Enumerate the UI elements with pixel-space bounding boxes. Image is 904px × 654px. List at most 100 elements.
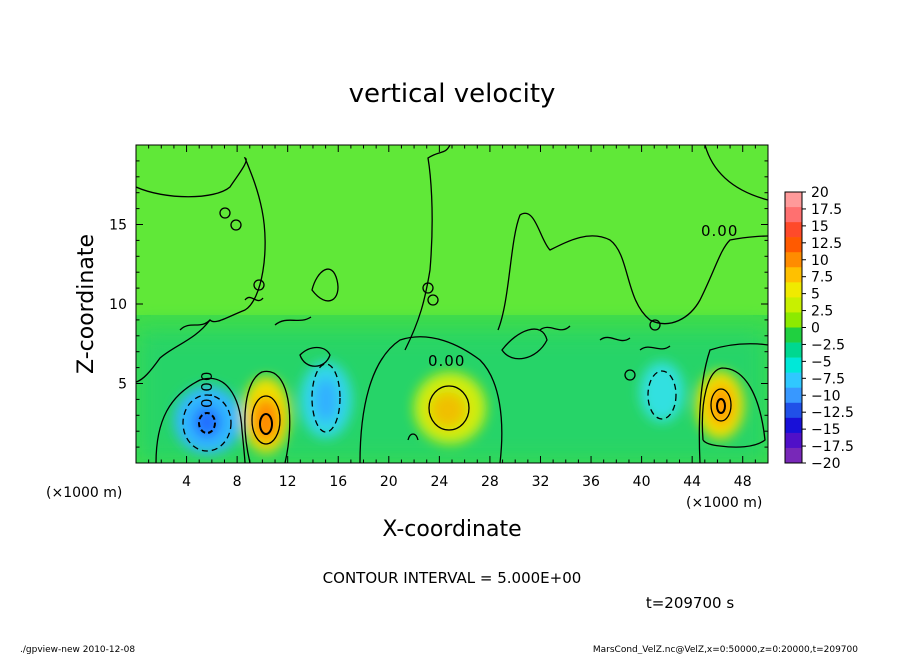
contour-bubble-6 [624, 369, 636, 381]
x-axis: 4 8 12 16 20 24 28 32 36 40 44 48 [148, 145, 756, 490]
plot-area: 0.00 0.00 0.00 [136, 145, 768, 463]
contour-bubble-2 [230, 219, 242, 231]
contour-bubble-4 [422, 282, 434, 294]
colorbar-label: −7.5 [811, 371, 845, 387]
contour-zero-mid [359, 336, 503, 463]
colorbar-segment [785, 282, 802, 298]
colorbar-segment [785, 297, 802, 313]
colorbar-label: 7.5 [811, 270, 833, 286]
colorbar-segment [785, 327, 802, 343]
colorbar-label: 20 [811, 185, 829, 201]
colorbar-label: 5 [811, 287, 820, 303]
x-tick-label: 28 [481, 474, 499, 490]
colorbar-segment [785, 357, 802, 373]
updraft-center-right [709, 385, 733, 425]
x-tick-label: 12 [279, 474, 297, 490]
y-tick-label: 5 [118, 377, 127, 393]
field-upper [136, 145, 768, 315]
downdraft-core-right [640, 362, 684, 422]
downdraft-center-left [193, 406, 221, 438]
x-unit-label: (×1000 m) [46, 485, 122, 501]
x-tick-label: 32 [532, 474, 550, 490]
colorbar-label: 12.5 [811, 236, 842, 252]
colorbar-label: −12.5 [811, 405, 854, 421]
y-axis: 5 10 15 [109, 160, 768, 448]
x-tick-label: 44 [683, 474, 701, 490]
contour-label-1: 0.00 [198, 371, 216, 408]
contour-ripples-a [179, 296, 671, 351]
contour-updraft-left-10 [259, 413, 273, 435]
x-tick-label: 4 [182, 474, 191, 490]
colorbar-segment [785, 252, 802, 268]
contour-bubble-5 [427, 294, 439, 306]
x-tick-label: 16 [329, 474, 347, 490]
y-unit-label: (×1000 m) [686, 495, 762, 511]
contour-downdraft-left-10 [198, 412, 216, 434]
x-axis-label: X-coordinate [382, 517, 521, 542]
colorbar-label: −10 [811, 388, 841, 404]
y-tick-label: 15 [109, 218, 127, 234]
updraft-center-left [252, 398, 280, 442]
colorbar-segment [785, 387, 802, 404]
contour-island-3 [501, 328, 548, 360]
colorbar-segment [785, 207, 802, 223]
updraft-center-mid [430, 392, 466, 428]
contour-interval-text: CONTOUR INTERVAL = 5.000E+00 [323, 569, 582, 587]
contour-label-group: 0.00 0.00 0.00 [198, 222, 737, 408]
colorbar-segment [785, 447, 802, 464]
contour-bubble-3 [253, 279, 265, 291]
x-tick-label: 24 [430, 474, 448, 490]
contour-bubble-7 [649, 319, 661, 331]
x-tick-label: 20 [380, 474, 398, 490]
colorbar-segment [785, 237, 802, 253]
colorbar-label: −5 [811, 354, 832, 370]
contour-zero-left-up [155, 377, 246, 463]
contour-updraft-right-5 [710, 388, 732, 422]
contour-zero-right-up-core [701, 367, 766, 448]
contour-zero-right-lower [698, 343, 768, 463]
contour-downdraft-right-5 [647, 370, 677, 420]
x-tick-label: 36 [582, 474, 600, 490]
x-tick-label: 40 [633, 474, 651, 490]
contour-zero-left-mid [244, 370, 291, 463]
contour-updraft-mid-5 [428, 385, 470, 431]
colorbar-label: 2.5 [811, 304, 833, 320]
colorbar-label: 10 [811, 253, 829, 269]
colorbar-label: −15 [811, 422, 841, 438]
contour-zero-upper-mid [404, 145, 451, 351]
colorbar-label: −17.5 [811, 439, 854, 455]
colorbar-label: 15 [811, 219, 829, 235]
contour-island-2 [299, 346, 331, 367]
colorbar-segment [785, 432, 802, 449]
downdraft-center-mid [314, 378, 338, 422]
x-tick-label: 8 [233, 474, 242, 490]
colorbar-label: −20 [811, 456, 841, 472]
anomaly-blobs [174, 362, 744, 454]
contour-updraft-right-10 [716, 398, 726, 414]
contour-zero-bottom-dome [407, 433, 419, 441]
contour-lines [136, 145, 768, 463]
colorbar-label: −2.5 [811, 337, 845, 353]
colorbar-segment [785, 192, 802, 208]
colorbar-segment [785, 342, 802, 358]
colorbar-segment [785, 417, 802, 434]
y-axis-label: Z-coordinate [74, 234, 99, 374]
time-text: t=209700 s [646, 594, 734, 612]
contour-label-2: 0.00 [428, 352, 465, 370]
contour-bubble-1 [219, 207, 231, 219]
colorbar-segment [785, 222, 802, 238]
y-tick-label: 10 [109, 297, 127, 313]
footer-left: ./gpview-new 2010-12-08 [20, 645, 135, 654]
colorbar-segment [785, 312, 802, 328]
contour-zero-main [136, 156, 266, 383]
colorbar-label: 17.5 [811, 202, 842, 218]
contour-downdraft-mid-5 [311, 363, 341, 433]
contour-downdraft-left-5 [182, 394, 232, 452]
colorbar-segment [785, 267, 802, 283]
contour-updraft-left-5 [251, 395, 281, 445]
contour-zero-right-top [704, 145, 768, 201]
colorbar-label: 0 [811, 321, 820, 337]
contour-island-1 [311, 268, 339, 302]
chart-title: vertical velocity [349, 79, 556, 109]
